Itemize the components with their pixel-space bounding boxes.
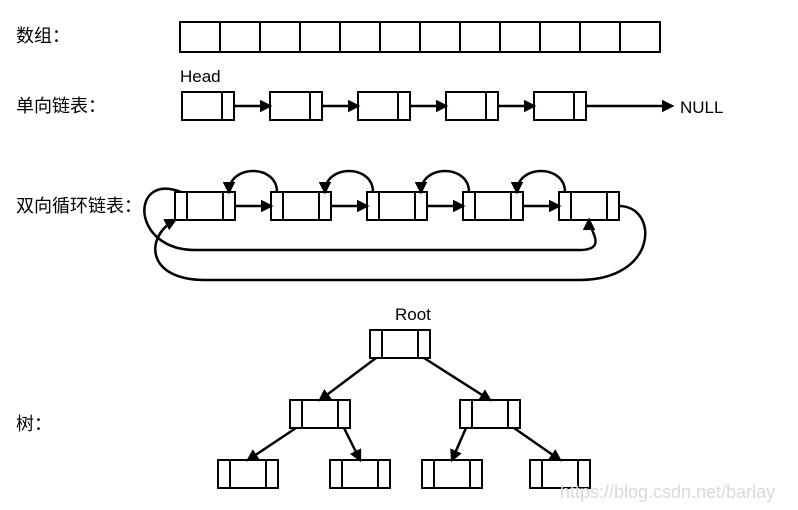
tree-leaf — [422, 460, 482, 488]
label-root: Root — [395, 305, 431, 324]
edge-curve — [229, 171, 277, 192]
tree-root — [370, 330, 430, 358]
dll-node — [271, 192, 331, 220]
dll-node — [463, 192, 523, 220]
edge-curve — [421, 171, 469, 192]
sll-node — [534, 92, 586, 120]
dll-node — [175, 192, 235, 220]
edge — [248, 428, 296, 460]
edge-curve — [325, 171, 373, 192]
tree-leaf — [218, 460, 278, 488]
watermark: https://blog.csdn.net/barlay — [560, 482, 775, 502]
sll-node — [358, 92, 410, 120]
tree-leaf — [330, 460, 390, 488]
edge — [320, 358, 376, 400]
edge — [344, 428, 360, 460]
tree-node — [290, 400, 350, 428]
tree-node — [460, 400, 520, 428]
sll-node — [270, 92, 322, 120]
label-null: NULL — [680, 98, 723, 117]
edge — [424, 358, 490, 400]
label-array: 数组： — [16, 26, 70, 46]
dll-node — [559, 192, 619, 220]
dll-node — [367, 192, 427, 220]
label-tree: 树： — [16, 414, 52, 434]
edge — [514, 428, 560, 460]
sll-node — [182, 92, 234, 120]
label-head: Head — [180, 67, 221, 86]
label-singly: 单向链表： — [16, 96, 106, 116]
edge — [452, 428, 466, 460]
edge-curve — [517, 171, 565, 192]
sll-node — [446, 92, 498, 120]
label-doubly: 双向循环链表： — [16, 196, 142, 216]
